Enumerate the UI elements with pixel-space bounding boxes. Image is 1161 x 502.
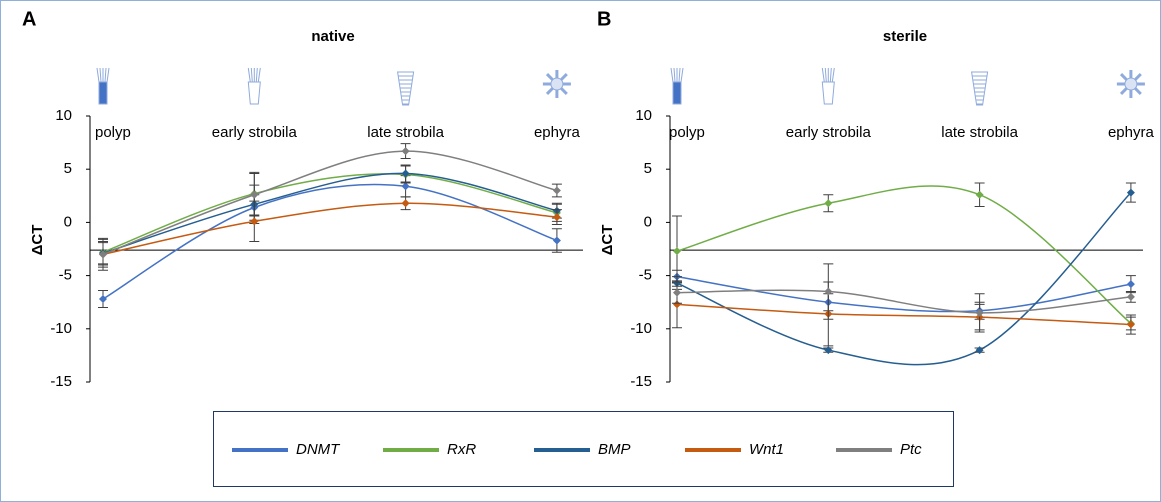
panel-letter: B (597, 8, 611, 30)
y-tick-label: -10 (630, 320, 652, 337)
y-tick-label: 10 (55, 107, 72, 124)
stage-icon (971, 71, 989, 106)
category-label: polyp (669, 124, 705, 141)
icon-part (96, 67, 100, 83)
icon-part (397, 71, 415, 106)
series-line (102, 173, 558, 253)
category-label: ephyra (1108, 124, 1155, 141)
icon-part (821, 67, 825, 83)
marker (824, 199, 833, 208)
category-label: late strobila (941, 124, 1018, 141)
category-label: late strobila (367, 124, 444, 141)
series-line (102, 183, 558, 300)
marker (975, 308, 984, 317)
stage-icon (247, 67, 261, 105)
icon-part (670, 67, 674, 83)
marker (552, 186, 561, 195)
legend-label: Ptc (900, 441, 922, 458)
y-tick-label: -10 (50, 320, 72, 337)
y-tick-label: 5 (64, 160, 72, 177)
marker (1126, 292, 1135, 301)
stage-icon (96, 67, 110, 105)
icon-part (98, 81, 108, 105)
y-tick-label: -5 (639, 267, 652, 284)
series-line (676, 303, 1131, 326)
icon-part (104, 67, 107, 83)
y-axis-label: ΔCT (29, 225, 46, 256)
series-line (102, 172, 558, 254)
marker (99, 295, 107, 304)
marker (673, 247, 681, 256)
marker (552, 213, 561, 222)
icon-part (255, 67, 258, 83)
stage-icon (670, 67, 684, 105)
marker (250, 190, 259, 199)
stage-icon (821, 67, 835, 105)
y-axis-label: ΔCT (599, 225, 616, 256)
icon-part (99, 67, 102, 83)
legend-label: BMP (598, 441, 631, 458)
legend-box (213, 411, 954, 487)
stage-icon (1116, 70, 1145, 98)
icon-part (824, 67, 827, 83)
marker (1126, 320, 1135, 329)
category-label: early strobila (786, 124, 872, 141)
series-line (102, 202, 557, 256)
marker (401, 182, 410, 191)
series-line (676, 275, 1132, 313)
icon-part (250, 67, 253, 83)
y-tick-label: -15 (630, 373, 652, 390)
marker (401, 147, 410, 156)
category-label: early strobila (212, 124, 298, 141)
icon-part (680, 67, 684, 83)
y-tick-label: 10 (635, 107, 652, 124)
chart-title: native (311, 28, 354, 45)
icon-part (672, 81, 682, 105)
icon-part (1124, 77, 1138, 91)
marker (673, 288, 681, 297)
icon-part (678, 67, 681, 83)
series-line (102, 150, 558, 256)
marker (401, 169, 410, 178)
stage-icon (542, 70, 571, 98)
series-line (676, 192, 1132, 366)
marker (552, 236, 561, 245)
marker (824, 287, 833, 296)
marker (673, 300, 681, 309)
icon-part (831, 67, 835, 83)
icon-part (257, 67, 261, 83)
marker (1126, 188, 1135, 197)
panel-letter: A (22, 8, 36, 30)
marker (975, 346, 984, 355)
icon-part (247, 67, 251, 83)
marker (975, 190, 984, 199)
legend-label: DNMT (296, 441, 341, 458)
series-line (676, 289, 1131, 314)
legend-label: Wnt1 (749, 441, 784, 458)
category-label: polyp (95, 124, 131, 141)
marker (401, 199, 410, 208)
icon-part (829, 67, 832, 83)
icon-part (971, 71, 989, 106)
icon-part (106, 67, 110, 83)
legend-label: RxR (447, 441, 476, 458)
icon-part (550, 77, 564, 91)
marker (824, 346, 833, 355)
chart-title: sterile (883, 28, 927, 45)
marker (1126, 280, 1135, 289)
series-line (676, 185, 1132, 325)
y-tick-label: -15 (50, 373, 72, 390)
stage-icon (397, 71, 415, 106)
category-label: ephyra (534, 124, 581, 141)
y-tick-label: 0 (64, 213, 72, 230)
marker (250, 217, 259, 226)
y-tick-label: 0 (644, 213, 652, 230)
y-tick-label: 5 (644, 160, 652, 177)
y-tick-label: -5 (59, 267, 72, 284)
marker (99, 250, 107, 259)
icon-part (673, 67, 676, 83)
